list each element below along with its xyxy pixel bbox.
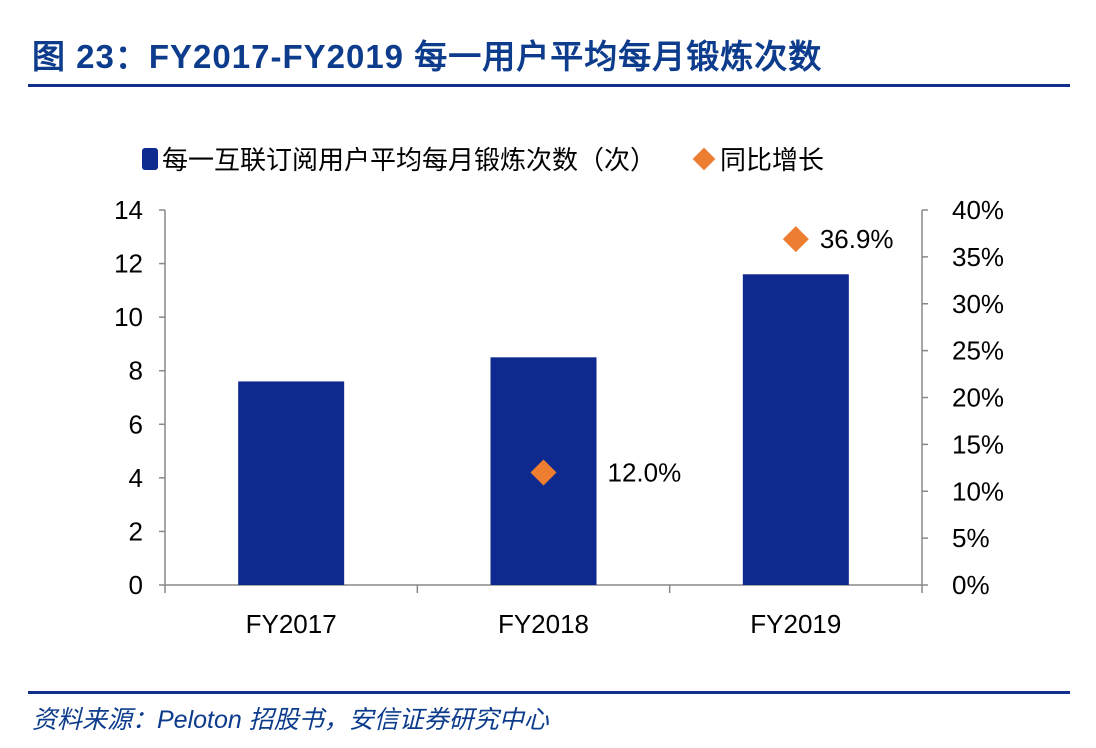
left-tick-label: 2 <box>129 516 143 546</box>
left-tick-label: 10 <box>114 302 143 332</box>
left-tick-label: 8 <box>129 356 143 386</box>
right-tick-label: 30% <box>952 289 1004 319</box>
x-tick-label: FY2018 <box>498 609 589 639</box>
legend-swatch-bar <box>142 147 158 170</box>
right-tick-label: 25% <box>952 336 1004 366</box>
right-tick-label: 5% <box>952 523 990 553</box>
right-tick-label: 10% <box>952 476 1004 506</box>
right-tick-label: 0% <box>952 570 990 600</box>
title-rule <box>28 84 1070 87</box>
left-tick-label: 0 <box>129 570 143 600</box>
right-tick-label: 35% <box>952 242 1004 272</box>
left-tick-label: 4 <box>129 463 143 493</box>
left-tick-label: 12 <box>114 249 143 279</box>
source-rule <box>28 691 1070 694</box>
growth-data-label: 36.9% <box>820 224 894 254</box>
legend: 每一互联订阅用户平均每月锻炼次数（次） 同比增长 <box>142 140 824 177</box>
bar-fy2019 <box>742 274 849 585</box>
growth-marker-fy2019 <box>782 226 809 253</box>
legend-label-growth: 同比增长 <box>720 145 825 175</box>
right-tick-label: 15% <box>952 429 1004 459</box>
growth-data-label: 12.0% <box>608 458 682 488</box>
growth-marker-fy2018 <box>530 459 557 486</box>
bar-fy2017 <box>238 381 345 585</box>
legend-label-bar: 每一互联订阅用户平均每月锻炼次数（次） <box>162 145 657 175</box>
right-tick-label: 20% <box>952 383 1004 413</box>
figure-title: 图 23：FY2017-FY2019 每一用户平均每月锻炼次数 <box>32 38 823 75</box>
source-note: 资料来源：Peloton 招股书，安信证券研究中心 <box>32 706 549 734</box>
left-tick-label: 14 <box>114 195 143 225</box>
x-tick-label: FY2017 <box>246 609 337 639</box>
left-tick-label: 6 <box>129 409 143 439</box>
right-tick-label: 40% <box>952 195 1004 225</box>
x-tick-label: FY2019 <box>750 609 841 639</box>
